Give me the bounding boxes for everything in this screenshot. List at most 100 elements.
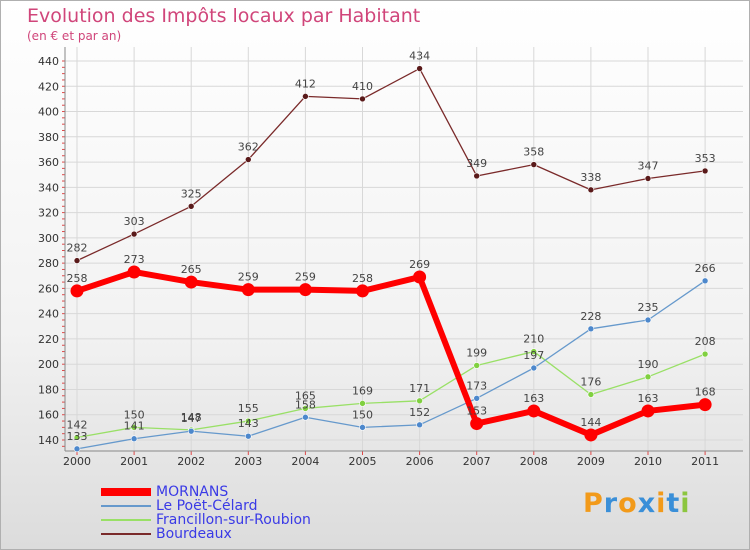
- y-tick-label: 280: [38, 257, 59, 270]
- data-label-bourdeaux: 353: [695, 152, 716, 165]
- logo-letter: P: [583, 488, 604, 519]
- legend-item-bourdeaux[interactable]: Bourdeaux: [101, 527, 311, 541]
- data-point-francillon-sur-roubion: [530, 348, 538, 355]
- x-tick-label: 2011: [691, 455, 719, 468]
- data-label-francillon-sur-roubion: 169: [352, 384, 373, 397]
- data-label-francillon-sur-roubion: 142: [67, 418, 88, 431]
- y-tick-label: 320: [38, 207, 59, 220]
- plot-area: [65, 47, 743, 451]
- data-point-mornans: [184, 275, 198, 289]
- legend-label-bourdeaux: Bourdeaux: [156, 526, 232, 542]
- data-point-mornans: [127, 265, 141, 279]
- logo-letter: o: [618, 488, 638, 519]
- data-label-le-poet-celard: 197: [523, 349, 544, 362]
- x-tick-label: 2005: [349, 455, 377, 468]
- legend-item-francillon-sur-roubion[interactable]: Francillon-sur-Roubion: [101, 513, 311, 527]
- data-point-bourdeaux: [701, 167, 709, 175]
- chart-legend: MORNANS Le Poët-Célard Francillon-sur-Ro…: [101, 485, 311, 541]
- data-point-mornans: [356, 284, 369, 298]
- data-point-le-poet-celard: [587, 325, 595, 333]
- data-label-mornans: 258: [67, 272, 88, 285]
- y-tick-label: 440: [38, 55, 59, 68]
- series-line-mornans: [76, 268, 706, 438]
- data-point-francillon-sur-roubion: [473, 362, 481, 369]
- data-label-bourdeaux: 325: [181, 187, 202, 200]
- x-tick-label: 2007: [463, 455, 491, 468]
- data-point-francillon-sur-roubion: [245, 417, 252, 425]
- legend-item-le-poet-celard[interactable]: Le Poët-Célard: [101, 499, 311, 513]
- data-label-mornans: 259: [295, 271, 316, 284]
- y-tick-label: 420: [38, 80, 59, 93]
- y-tick-label: 380: [38, 131, 59, 144]
- data-label-bourdeaux: 410: [352, 80, 373, 93]
- series-line-bourdeaux: [76, 67, 706, 262]
- data-label-mornans: 258: [352, 272, 373, 285]
- data-label-mornans: 163: [638, 392, 659, 405]
- x-tick-label: 2002: [177, 455, 205, 468]
- y-tick-label: 200: [38, 358, 59, 371]
- data-label-le-poet-celard: 143: [238, 417, 259, 430]
- data-point-bourdeaux: [130, 230, 138, 238]
- chart-subtitle: (en € et par an): [27, 29, 122, 43]
- x-tick-label: 2008: [520, 455, 548, 468]
- x-tick-label: 2009: [577, 455, 605, 468]
- x-tick-label: 2003: [234, 455, 262, 468]
- data-label-francillon-sur-roubion: 208: [695, 335, 716, 348]
- data-point-francillon-sur-roubion: [302, 405, 309, 412]
- data-point-mornans: [241, 283, 255, 297]
- x-tick-label: 2010: [634, 455, 662, 468]
- y-tick-label: 140: [38, 434, 59, 447]
- data-label-le-poet-celard: 228: [580, 310, 601, 323]
- data-label-bourdeaux: 282: [67, 242, 88, 255]
- data-point-bourdeaux: [245, 156, 252, 163]
- data-label-francillon-sur-roubion: 199: [466, 346, 487, 359]
- y-tick-label: 220: [38, 333, 59, 346]
- data-label-le-poet-celard: 147: [181, 412, 202, 425]
- data-label-bourdeaux: 358: [523, 146, 544, 159]
- data-label-francillon-sur-roubion: 210: [523, 333, 544, 346]
- y-tick-label: 300: [38, 232, 59, 245]
- data-label-mornans: 273: [124, 253, 145, 266]
- data-point-mornans: [413, 270, 427, 284]
- data-label-bourdeaux: 362: [238, 141, 259, 154]
- data-label-mornans: 269: [409, 258, 430, 271]
- data-label-le-poet-celard: 141: [124, 420, 145, 433]
- y-tick-label: 360: [38, 156, 59, 169]
- logo-letter: i: [656, 488, 667, 519]
- y-tick-label: 400: [38, 106, 59, 119]
- data-point-mornans: [470, 417, 484, 431]
- data-label-bourdeaux: 434: [409, 50, 430, 63]
- legend-swatch-bourdeaux: [101, 533, 151, 535]
- data-label-francillon-sur-roubion: 190: [638, 358, 659, 371]
- data-point-mornans: [584, 428, 598, 442]
- data-point-bourdeaux: [473, 172, 481, 180]
- data-label-francillon-sur-roubion: 150: [124, 408, 145, 421]
- data-label-le-poet-celard: 158: [295, 398, 316, 411]
- data-point-bourdeaux: [416, 65, 423, 72]
- legend-swatch-mornans: [101, 488, 151, 496]
- data-point-bourdeaux: [530, 161, 538, 168]
- data-point-bourdeaux: [644, 175, 652, 182]
- data-label-le-poet-celard: 152: [409, 406, 430, 419]
- x-tick-label: 2004: [291, 455, 319, 468]
- data-point-francillon-sur-roubion: [359, 400, 366, 407]
- data-label-francillon-sur-roubion: 155: [238, 402, 259, 415]
- data-label-bourdeaux: 412: [295, 77, 316, 90]
- data-point-le-poet-celard: [644, 316, 652, 324]
- chart-title: Evolution des Impôts locaux par Habitant: [27, 5, 421, 27]
- data-point-francillon-sur-roubion: [73, 434, 81, 441]
- legend-label-francillon-sur-roubion: Francillon-sur-Roubion: [156, 512, 311, 528]
- data-label-le-poet-celard: 266: [695, 262, 716, 275]
- logo-letter: r: [603, 488, 619, 519]
- data-point-le-poet-celard: [73, 445, 81, 453]
- data-point-francillon-sur-roubion: [416, 397, 423, 405]
- data-label-bourdeaux: 338: [580, 171, 601, 184]
- data-point-francillon-sur-roubion: [130, 424, 138, 431]
- legend-item-mornans[interactable]: MORNANS: [101, 485, 311, 499]
- data-label-mornans: 163: [523, 392, 544, 405]
- data-point-mornans: [298, 283, 312, 297]
- logo-letter: x: [637, 488, 657, 519]
- x-tick-label: 2006: [406, 455, 434, 468]
